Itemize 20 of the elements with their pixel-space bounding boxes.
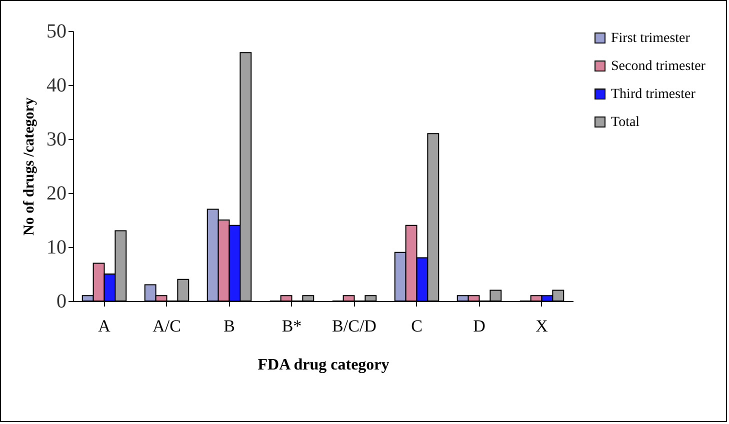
y-tick-label: 40 [46,74,66,96]
x-tick-label: C [411,316,422,336]
x-tick-label: B [224,316,235,336]
x-tick-label: B* [282,316,302,336]
x-axis-title: FDA drug category [258,356,390,374]
y-tick-label: 10 [46,236,66,258]
y-tick-label: 0 [56,290,66,312]
y-tick-label: 50 [46,20,66,42]
y-tick-label: 20 [46,182,66,204]
y-tick-label: 30 [46,128,66,150]
legend-label: Third trimester [611,87,696,102]
x-tick-label: X [536,316,548,336]
legend-label: Total [611,115,640,130]
x-tick-label: A/C [152,316,181,336]
x-tick-label: D [473,316,486,336]
x-tick-label: A [98,316,112,336]
legend-label: Second trimester [611,59,706,74]
x-tick-label: B/C/D [332,316,376,336]
y-axis-title: No of drugs /category [22,97,38,236]
legend-label: First trimester [611,31,690,46]
